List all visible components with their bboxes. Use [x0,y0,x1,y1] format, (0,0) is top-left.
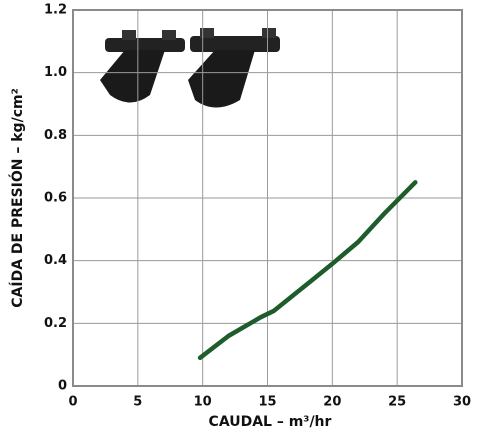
x-tick-label: 10 [194,395,212,410]
x-tick-label: 15 [258,395,276,410]
data-line [197,180,418,361]
y-tick-label: 0 [58,379,67,394]
y-tick-label: 0.4 [44,253,67,268]
x-tick-label: 30 [453,395,471,410]
y-tick-label: 0.6 [44,191,67,206]
y-tick-label: 1.0 [44,65,67,80]
x-tick-label: 20 [323,395,341,410]
x-tick-label: 0 [68,395,77,410]
x-tick-label: 25 [388,395,406,410]
y-tick-label: 0.8 [44,128,67,143]
filter-images [100,28,280,108]
y-tick-label: 1.2 [44,3,67,18]
plot-border [72,9,463,387]
y-axis-label: CAÍDA DE PRESIÓN – kg/cm² [8,88,26,307]
y-tick-label: 0.2 [44,316,67,331]
x-axis-label: CAUDAL – m³/hr [209,414,332,430]
x-tick-label: 5 [133,395,142,410]
